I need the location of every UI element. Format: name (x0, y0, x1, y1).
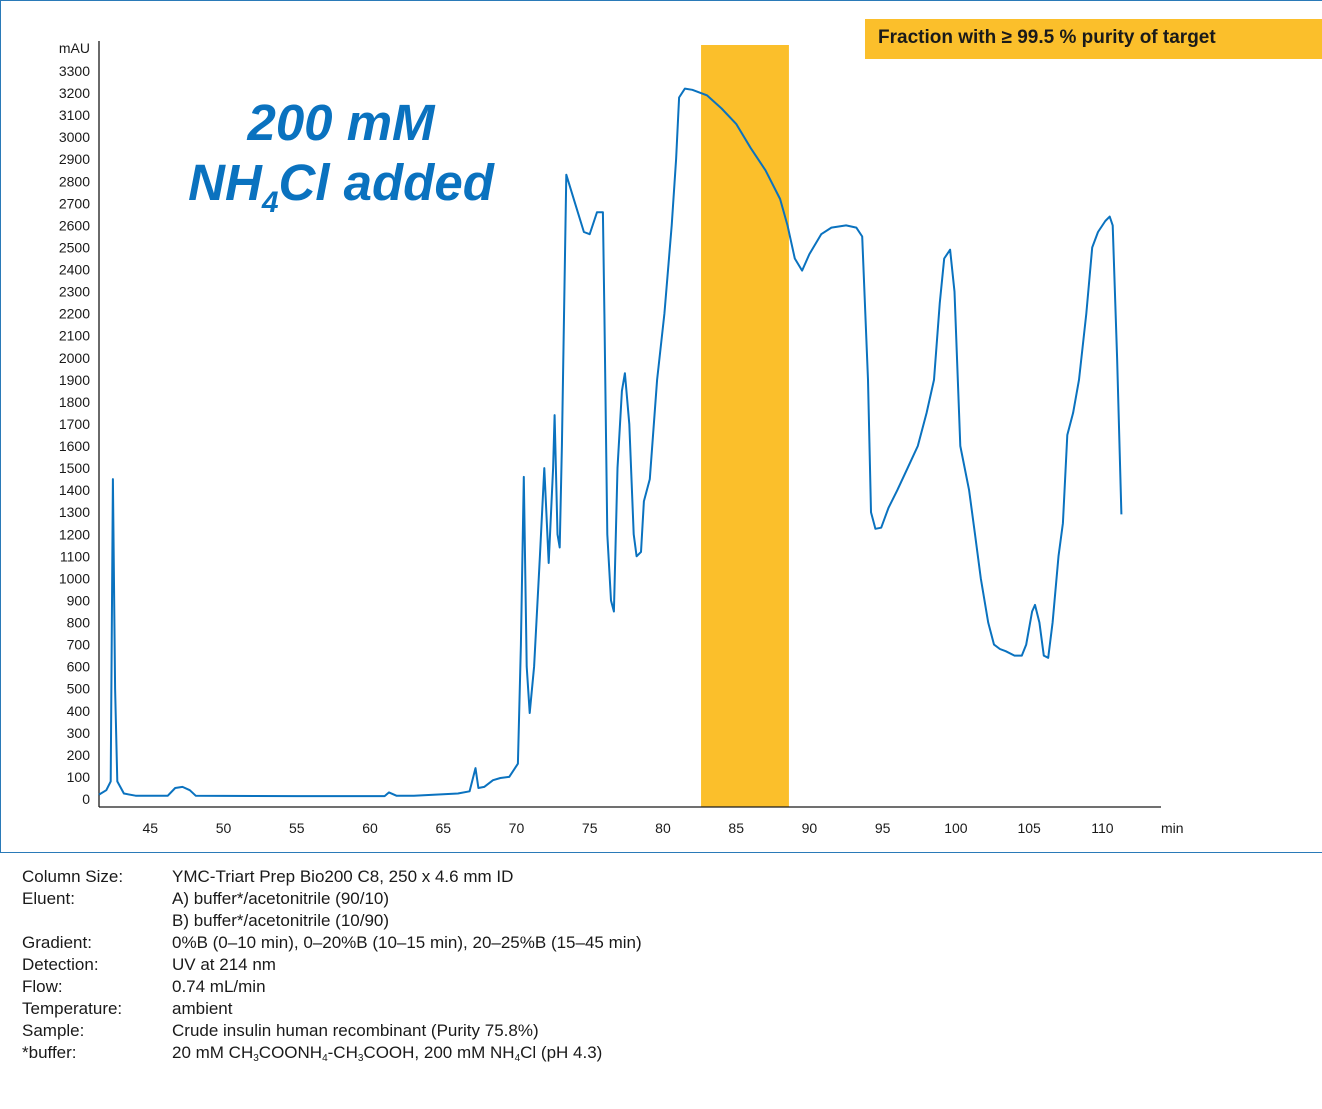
x-tick-label: 110 (1091, 820, 1114, 836)
y-tick-label: 2800 (59, 173, 90, 189)
info-label (22, 910, 172, 932)
x-tick-label: 85 (728, 820, 744, 836)
chromatogram-trace (98, 87, 1123, 798)
x-tick-label: 65 (435, 820, 451, 836)
info-label: Column Size: (22, 867, 124, 886)
x-tick-label: 105 (1017, 820, 1041, 836)
info-value: YMC-Triart Prep Bio200 C8, 250 x 4.6 mm … (172, 867, 514, 886)
x-tick-label: 55 (289, 820, 305, 836)
x-tick-label: 70 (509, 820, 525, 836)
y-tick-label: 1400 (59, 482, 90, 498)
y-tick-label: 1600 (59, 438, 90, 454)
x-tick-label: 80 (655, 820, 671, 836)
info-row: B) buffer*/acetonitrile (10/90) (22, 910, 642, 932)
buffer-text: -CH (327, 1043, 358, 1062)
x-tick-label: 90 (802, 820, 818, 836)
x-axis-label: min (1161, 820, 1184, 836)
y-tick-label: 1900 (59, 372, 90, 388)
info-label: Temperature: (22, 999, 123, 1018)
chart-frame: 0 100 200 300 400 500 600 700 800 900 1000 1100 1200… (0, 0, 1322, 853)
info-label: Flow: (22, 977, 63, 996)
y-tick-label: 2600 (59, 217, 90, 233)
buffer-text: Cl (pH 4.3) (520, 1043, 603, 1062)
buffer-text: COONH (258, 1043, 323, 1062)
x-tick-label: 60 (362, 820, 378, 836)
chromatogram-chart: 0 100 200 300 400 500 600 700 800 900 1000 1100 1200… (59, 40, 1184, 836)
y-tick-label: 1200 (59, 526, 90, 542)
y-tick-label: 500 (67, 681, 91, 697)
y-tick-label: 200 (67, 747, 91, 763)
y-tick-label: 2000 (59, 350, 90, 366)
y-tick-label: 3000 (59, 129, 90, 145)
info-row: Gradient: 0%B (0–10 min), 0–20%B (10–15 … (22, 932, 642, 954)
y-tick-label: 100 (67, 769, 91, 785)
y-tick-label: 300 (67, 725, 91, 741)
y-tick-label: 2400 (59, 262, 90, 278)
nh4cl-annotation: 200 mM NH4Cl added (188, 94, 494, 219)
info-value: A) buffer*/acetonitrile (90/10) (172, 889, 390, 908)
method-details: Column Size: YMC-Triart Prep Bio200 C8, … (22, 866, 642, 1070)
buffer-subscript: 4 (514, 1053, 521, 1064)
info-label: Eluent: (22, 889, 75, 908)
y-tick-label: 3200 (59, 85, 90, 101)
y-tick-label: 1700 (59, 416, 90, 432)
y-tick-label: 1100 (60, 548, 90, 564)
buffer-subscript: 3 (253, 1053, 259, 1064)
info-value: B) buffer*/acetonitrile (10/90) (172, 911, 390, 930)
y-tick-label: 400 (67, 703, 91, 719)
y-tick-label: 3100 (59, 107, 90, 123)
buffer-subscript: 4 (322, 1053, 328, 1064)
info-value: UV at 214 nm (172, 955, 276, 974)
x-tick-label: 75 (582, 820, 598, 836)
y-tick-label: 600 (67, 659, 91, 675)
info-value: 0%B (0–10 min), 0–20%B (10–15 min), 20–2… (172, 933, 642, 952)
info-row: Column Size: YMC-Triart Prep Bio200 C8, … (22, 866, 642, 888)
y-tick-label: 2900 (59, 151, 90, 167)
info-value: Crude insulin human recombinant (Purity … (172, 1021, 539, 1040)
y-tick-label: 700 (67, 637, 91, 653)
info-label: Detection: (22, 955, 99, 974)
purity-fraction-banner: Fraction with ≥ 99.5 % purity of target (865, 19, 1322, 59)
info-value: ambient (172, 999, 233, 1018)
x-tick-label: 95 (875, 820, 891, 836)
info-row: Flow: 0.74 mL/min (22, 976, 642, 998)
purity-fraction-band (701, 45, 789, 807)
y-tick-label: 1500 (59, 460, 90, 476)
info-row-buffer: *buffer: 20 mM CH3COONH4-CH3COOH, 200 mM… (22, 1042, 642, 1070)
y-tick-label: 2300 (59, 284, 90, 300)
x-tick-label: 100 (944, 820, 968, 836)
info-label: *buffer: (22, 1043, 77, 1062)
x-tick-label: 50 (216, 820, 232, 836)
y-tick-label: 2200 (59, 306, 90, 322)
y-tick-label: 800 (67, 615, 91, 631)
y-tick-label: 1000 (59, 570, 90, 586)
y-tick-label: 2500 (59, 239, 90, 255)
info-row: Detection: UV at 214 nm (22, 954, 642, 976)
y-tick-label: 3300 (59, 63, 90, 79)
buffer-composition: 20 mM CH3COONH4-CH3COOH, 200 mM NH4Cl (p… (172, 1042, 602, 1070)
info-row: Sample: Crude insulin human recombinant … (22, 1020, 642, 1042)
x-tick-label: 45 (142, 820, 158, 836)
info-label: Sample: (22, 1021, 85, 1040)
buffer-subscript: 3 (357, 1053, 364, 1064)
buffer-text: 20 mM CH (172, 1043, 254, 1062)
buffer-text: COOH, 200 mM NH (363, 1043, 515, 1062)
y-tick-label: 0 (82, 791, 90, 807)
y-tick-label: 1800 (59, 394, 90, 410)
y-axis-label: mAU (59, 40, 90, 56)
y-tick-label: 1300 (59, 504, 90, 520)
info-label: Gradient: (22, 933, 92, 952)
info-value: 0.74 mL/min (172, 977, 266, 996)
y-tick-label: 2100 (59, 328, 90, 344)
info-row: Eluent: A) buffer*/acetonitrile (90/10) (22, 888, 642, 910)
y-tick-label: 900 (67, 592, 91, 608)
info-row: Temperature: ambient (22, 998, 642, 1020)
y-tick-label: 2700 (59, 195, 90, 211)
